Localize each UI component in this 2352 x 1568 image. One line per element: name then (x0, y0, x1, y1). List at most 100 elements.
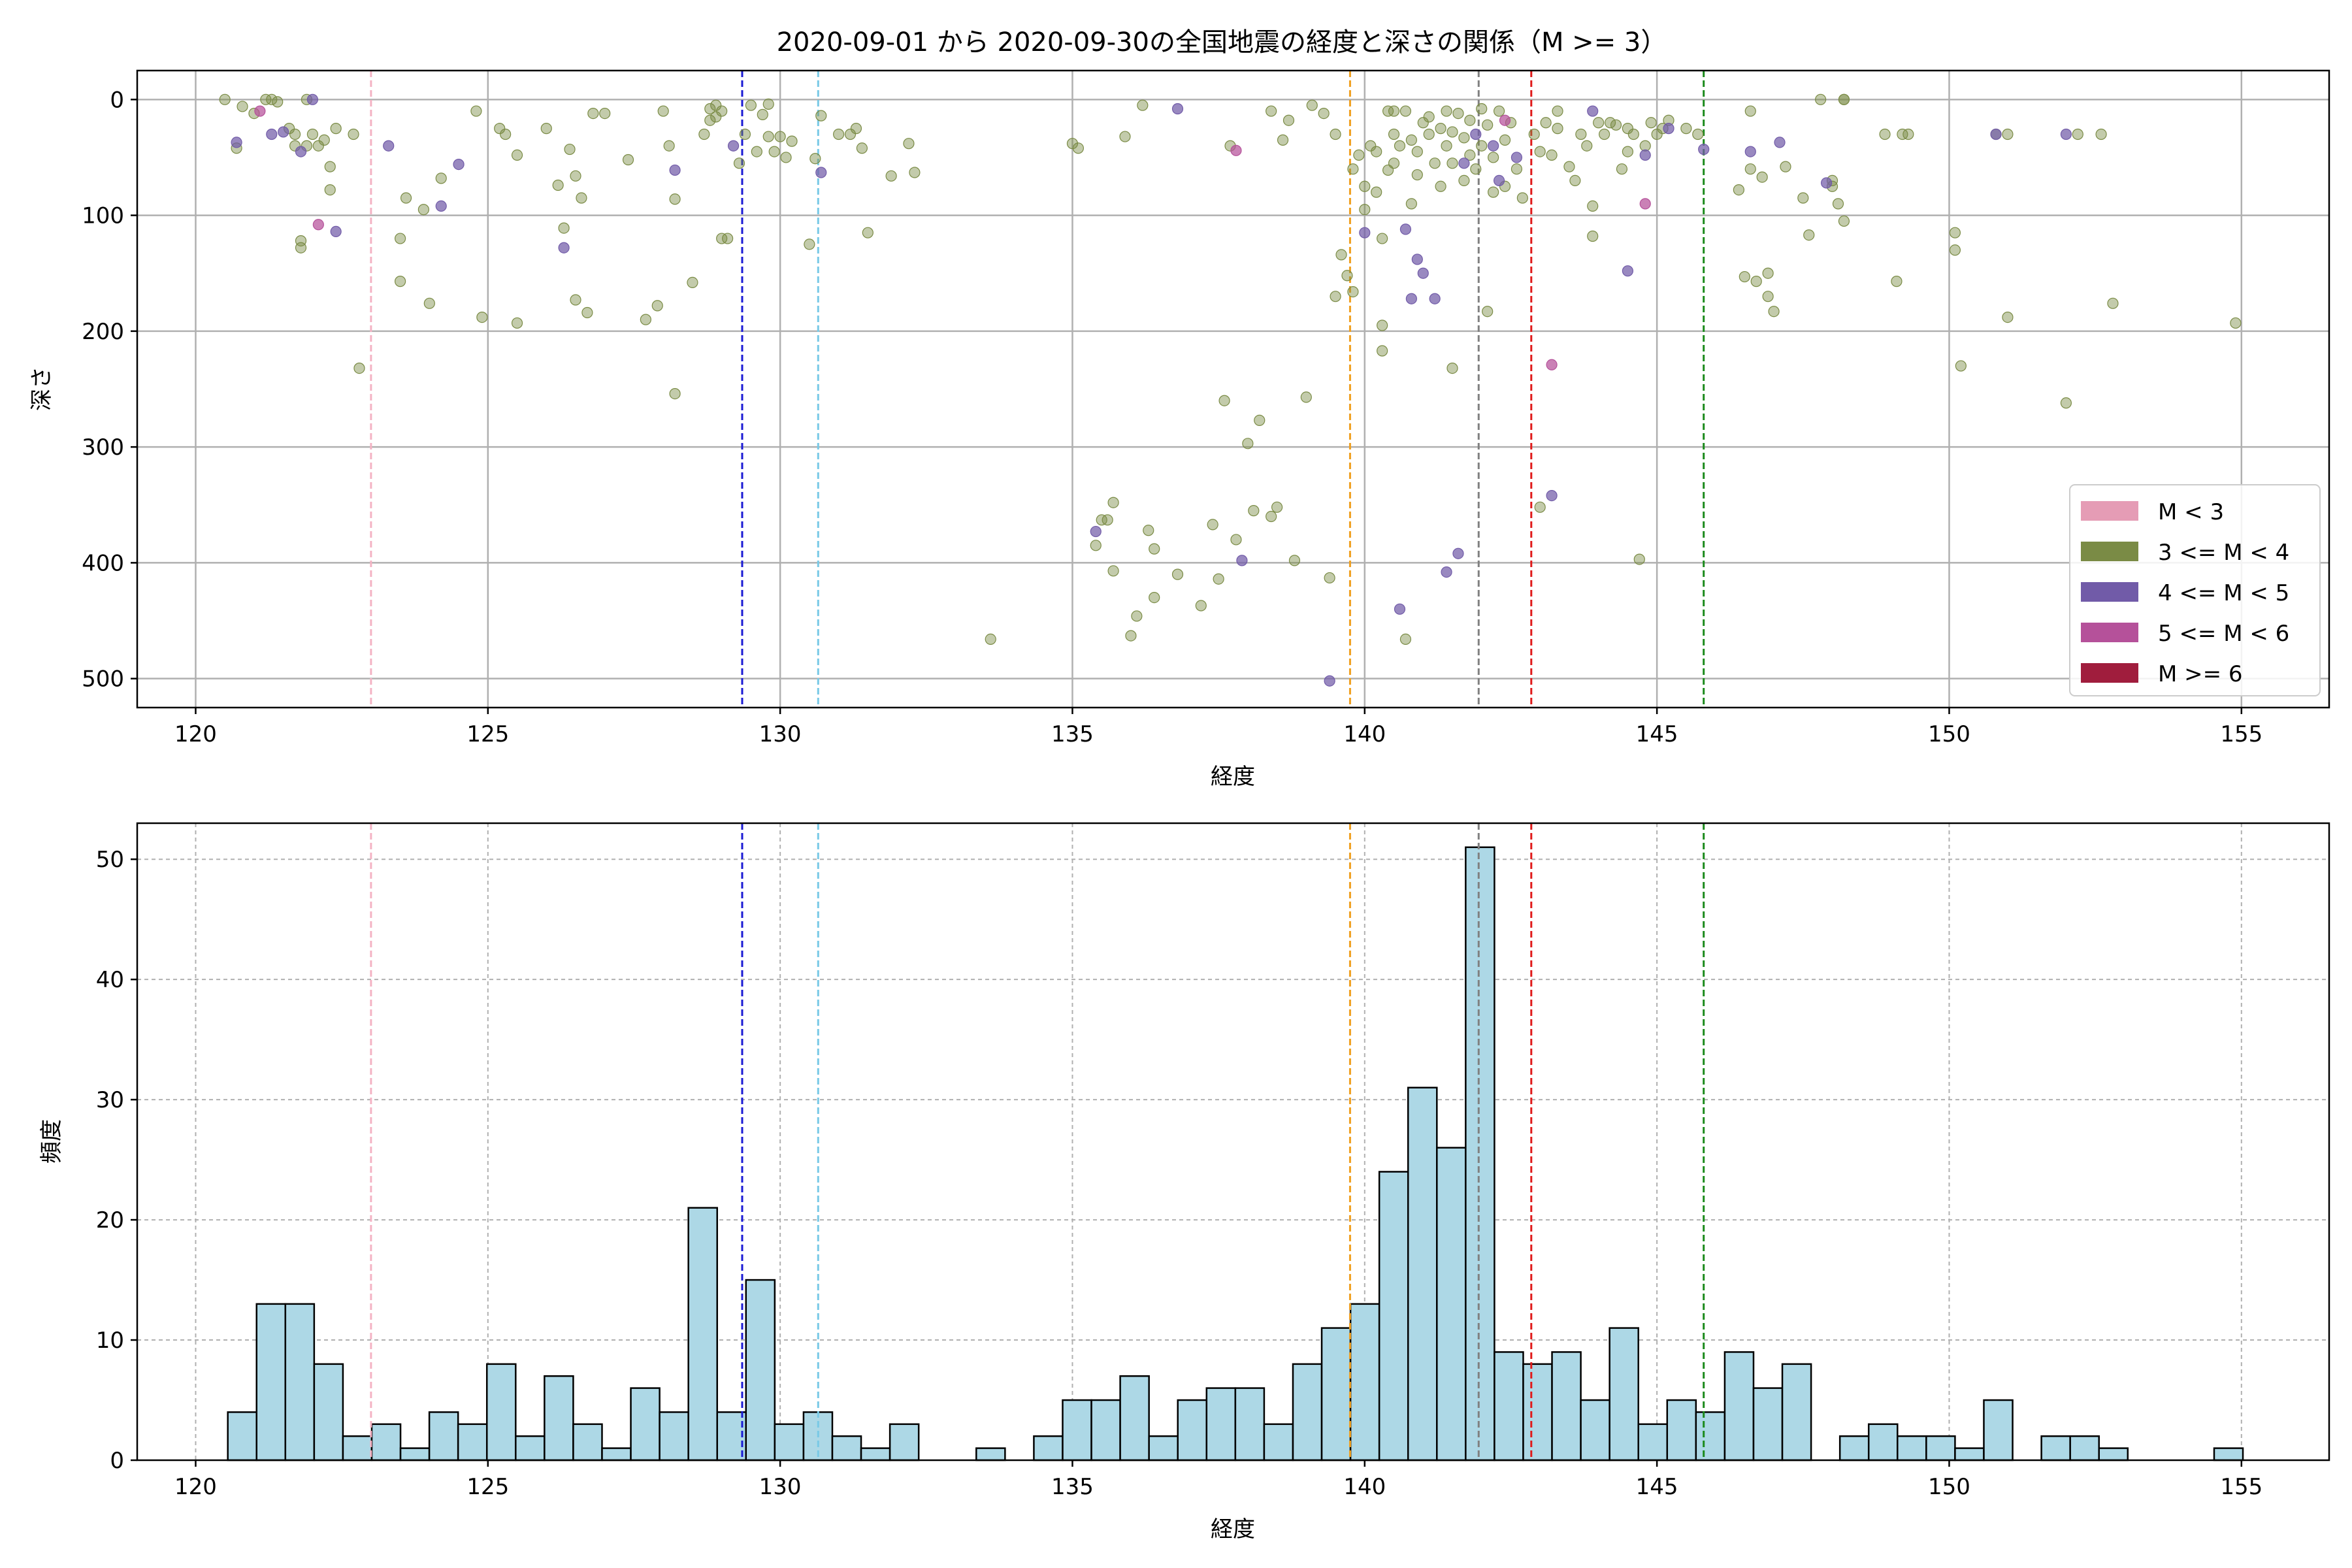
histogram-bar (255, 1303, 287, 1462)
scatter-point (1470, 163, 1482, 175)
scatter-point (1288, 555, 1301, 566)
histogram-bar (544, 1375, 574, 1462)
histogram-x-tick-label: 130 (759, 1474, 802, 1500)
scatter-point (1797, 192, 1809, 204)
scatter-point (1499, 134, 1511, 146)
scatter-point (1622, 123, 1633, 135)
scatter-point (804, 238, 815, 250)
histogram-bar (342, 1435, 373, 1462)
scatter-point (2002, 311, 2014, 323)
scatter-point (669, 193, 681, 205)
scatter-grid (137, 71, 2329, 708)
scatter-point (587, 107, 599, 120)
series-5-m-6 (254, 105, 1651, 370)
scatter-point (581, 306, 593, 319)
scatter-point (669, 387, 681, 400)
scatter-point (1540, 117, 1552, 129)
histogram-y-tick-label: 30 (96, 1087, 124, 1113)
histogram-bar (399, 1447, 431, 1462)
scatter-point (1476, 103, 1488, 115)
scatter-point (1365, 140, 1377, 152)
scatter-point (1599, 128, 1610, 140)
scatter-point (219, 93, 231, 105)
scatter-point (1102, 514, 1113, 526)
histogram-bar (1580, 1399, 1610, 1462)
scatter-point (985, 633, 996, 645)
histogram-bar (1234, 1387, 1266, 1462)
scatter-point (704, 103, 716, 115)
scatter-y-axis-label: 深さ (29, 367, 55, 411)
scatter-point (1266, 510, 1277, 523)
scatter-point (564, 143, 576, 155)
scatter-y-tick-label: 0 (110, 87, 124, 113)
scatter-point (1452, 547, 1464, 559)
scatter-point (1405, 134, 1417, 146)
histogram-bar (227, 1411, 257, 1462)
scatter-point (324, 161, 336, 172)
scatter-point (1493, 105, 1505, 117)
histogram-bar (2040, 1435, 2071, 1462)
scatter-x-tick-label: 125 (466, 721, 509, 747)
histogram-bar (428, 1411, 459, 1462)
histogram-bar (630, 1387, 661, 1462)
histogram-bar (889, 1423, 920, 1462)
scatter-x-axis-label: 経度 (1211, 764, 1255, 790)
scatter-point (844, 128, 857, 140)
scatter-point (1476, 140, 1488, 152)
scatter-point (1458, 132, 1470, 144)
scatter-point (1248, 505, 1260, 517)
scatter-point (383, 140, 395, 152)
scatter-point (774, 131, 786, 142)
scatter-point (710, 111, 722, 123)
scatter-point (1528, 128, 1540, 140)
scatter-point (1072, 142, 1085, 154)
scatter-point (2060, 128, 2072, 140)
scatter-point (1470, 128, 1482, 140)
scatter-point (780, 152, 792, 163)
scatter-point (1330, 291, 1341, 302)
histogram-bar (313, 1363, 344, 1462)
scatter-point (435, 200, 447, 212)
scatter-point (1388, 157, 1400, 169)
scatter-point (1949, 227, 1961, 238)
scatter-point (1394, 140, 1406, 152)
scatter-point (318, 134, 330, 146)
legend-label-m-5-6: 5 <= M < 6 (2158, 621, 2289, 647)
scatter-x-tick-label: 135 (1051, 721, 1094, 747)
scatter-point (2230, 317, 2242, 329)
scatter-point (1750, 276, 1762, 287)
scatter-point (1125, 630, 1137, 642)
scatter-point (1452, 107, 1464, 120)
histogram-bar (975, 1447, 1006, 1462)
scatter-point (2002, 128, 2014, 140)
scatter-point (832, 128, 845, 140)
histogram-bar (1436, 1147, 1467, 1462)
scatter-point (1511, 163, 1523, 175)
scatter-point (1955, 360, 1967, 372)
scatter-point (1441, 566, 1452, 578)
legend-label-m-3-4: 3 <= M < 4 (2158, 540, 2289, 566)
histogram-bar (1349, 1303, 1380, 1462)
scatter-point (862, 227, 874, 238)
scatter-points (219, 93, 2242, 687)
scatter-point (353, 362, 365, 374)
scatter-point (1832, 198, 1844, 210)
scatter-point (1622, 265, 1633, 277)
scatter-point (1511, 152, 1523, 163)
histogram-bar (860, 1447, 891, 1462)
scatter-point (1441, 140, 1452, 152)
scatter-y-tick-label: 200 (82, 319, 124, 345)
scatter-y-ticks: 0 100 200 300 400 500 (82, 87, 137, 693)
scatter-point (1306, 99, 1318, 111)
scatter-point (1107, 565, 1119, 577)
scatter-point (1482, 119, 1494, 131)
histogram-x-axis-label: 経度 (1211, 1516, 1255, 1543)
scatter-point (1493, 174, 1505, 187)
scatter-point (815, 110, 827, 122)
scatter-x-tick-label: 145 (1636, 721, 1678, 747)
scatter-point (1744, 146, 1756, 157)
scatter-point (494, 123, 506, 135)
scatter-point (1353, 149, 1365, 161)
scatter-point (1587, 230, 1599, 242)
scatter-point (1324, 572, 1335, 584)
